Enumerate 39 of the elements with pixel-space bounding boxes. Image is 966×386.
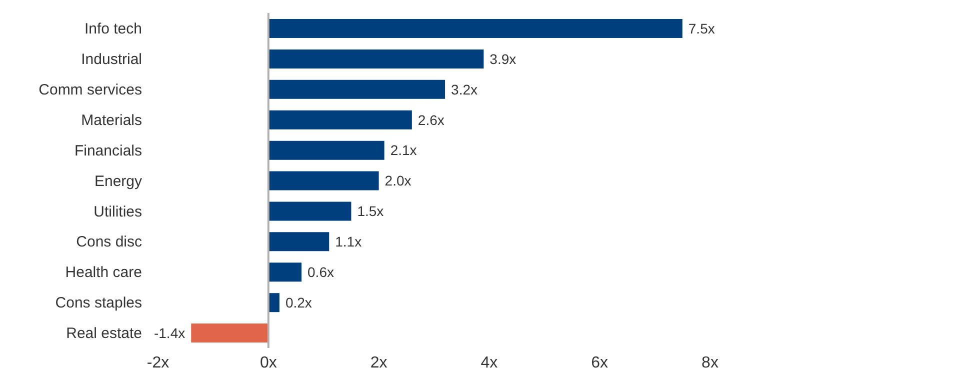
bar	[268, 140, 384, 160]
y-tick-label: Health care	[65, 264, 142, 282]
x-tick-label: 6x	[591, 354, 608, 372]
y-tick-label: Energy	[94, 172, 142, 190]
bar	[268, 49, 484, 68]
data-label: 7.5x	[688, 20, 715, 36]
data-label: 1.5x	[357, 203, 384, 220]
x-tick-label: -2x	[146, 354, 170, 372]
bar	[268, 110, 412, 130]
data-label: 0.6x	[308, 264, 334, 280]
bar	[268, 293, 280, 312]
y-tick-label: Comm services	[38, 81, 142, 98]
y-tick-label: Financials	[74, 142, 142, 160]
data-label: 2.0x	[384, 172, 412, 189]
bar	[268, 80, 446, 99]
y-tick-label: Cons disc	[76, 234, 142, 251]
bar	[268, 171, 379, 190]
y-tick-label: Materials	[81, 112, 142, 129]
data-label: 3.2x	[451, 81, 478, 98]
bar	[268, 262, 302, 282]
data-label: 0.2x	[285, 294, 312, 310]
bar	[191, 324, 268, 343]
y-tick-label: Info tech	[84, 20, 142, 38]
y-tick-label: Industrial	[81, 51, 142, 68]
x-tick-label: 0x	[260, 354, 277, 372]
y-tick-label: Utilities	[94, 203, 142, 220]
data-label: 2.1x	[390, 142, 417, 158]
data-label: 1.1x	[335, 234, 362, 250]
x-tick-label: 2x	[370, 354, 388, 372]
data-label: 2.6x	[418, 112, 444, 128]
y-tick-label: Cons staples	[55, 294, 142, 312]
bar	[268, 202, 352, 221]
bar	[268, 19, 682, 38]
data-label: 3.9x	[490, 50, 516, 67]
x-tick-label: 8x	[702, 354, 718, 372]
x-tick-label: 4x	[480, 354, 498, 372]
y-tick-label: Real estate	[66, 325, 142, 342]
bar	[268, 232, 330, 252]
data-label: -1.4x	[154, 324, 186, 341]
